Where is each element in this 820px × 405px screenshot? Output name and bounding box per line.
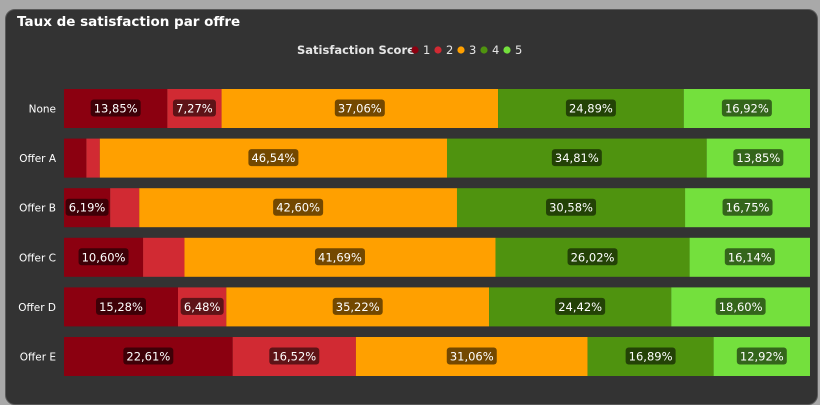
data-label: 10,60% — [82, 250, 126, 264]
data-label: 31,06% — [450, 350, 494, 364]
data-label: 34,81% — [555, 151, 599, 165]
data-label-bg — [273, 198, 324, 216]
data-label-bg — [555, 297, 606, 315]
data-label-bg — [715, 297, 766, 315]
data-label: 16,89% — [629, 350, 673, 364]
chart-title: Taux de satisfaction par offre — [17, 14, 241, 30]
data-label-bg — [722, 198, 773, 216]
data-label: 18,60% — [719, 300, 763, 314]
bar-segment[interactable] — [86, 138, 100, 178]
data-label-bg — [721, 99, 772, 117]
data-label-bg — [567, 248, 618, 266]
data-label: 13,85% — [94, 102, 138, 116]
data-label: 42,60% — [276, 201, 320, 215]
data-label-bg — [90, 99, 141, 117]
data-label: 16,92% — [725, 102, 769, 116]
data-label: 13,85% — [736, 151, 780, 165]
legend-label-4: 4 — [492, 43, 499, 57]
category-label: None — [29, 104, 56, 116]
data-label: 24,42% — [558, 300, 602, 314]
legend-label-1: 1 — [423, 43, 430, 57]
data-label-bg — [269, 347, 320, 365]
legend-marker-3 — [457, 46, 465, 54]
data-label: 30,58% — [549, 201, 593, 215]
legend-title: Satisfaction Score — [297, 43, 415, 57]
data-label: 7,27% — [176, 102, 213, 116]
data-label: 16,14% — [728, 250, 772, 264]
data-label-bg — [551, 149, 602, 167]
data-label-bg — [546, 198, 597, 216]
bar-segment[interactable] — [64, 138, 87, 178]
category-label: Offer E — [20, 352, 56, 364]
data-label-bg — [78, 248, 129, 266]
legend-label-5: 5 — [515, 43, 522, 57]
data-label: 12,92% — [740, 350, 784, 364]
data-label-bg — [123, 347, 174, 365]
category-label: Offer B — [19, 203, 56, 215]
legend-label-2: 2 — [446, 43, 453, 57]
category-label: Offer A — [19, 153, 57, 165]
data-label-bg — [736, 347, 787, 365]
data-label: 35,22% — [336, 300, 380, 314]
data-label-bg — [65, 198, 109, 216]
bar-segment[interactable] — [143, 237, 185, 277]
data-label-bg — [332, 297, 383, 315]
data-label: 37,06% — [338, 102, 382, 116]
data-label-bg — [248, 149, 299, 167]
data-label: 16,52% — [272, 350, 316, 364]
legend-label-3: 3 — [469, 43, 476, 57]
category-label: Offer D — [18, 302, 56, 314]
data-label-bg — [95, 297, 146, 315]
data-label: 41,69% — [318, 250, 362, 264]
category-label: Offer C — [19, 252, 56, 264]
legend-marker-4 — [480, 46, 488, 54]
data-label: 22,61% — [126, 350, 170, 364]
legend-marker-5 — [503, 46, 511, 54]
legend-marker-1 — [411, 46, 419, 54]
data-label: 16,75% — [726, 201, 770, 215]
data-label-bg — [446, 347, 497, 365]
data-label: 6,48% — [184, 300, 221, 314]
data-label-bg — [625, 347, 676, 365]
data-label: 26,02% — [571, 250, 615, 264]
data-label: 24,89% — [569, 102, 613, 116]
data-label-bg — [733, 149, 784, 167]
data-label: 46,54% — [251, 151, 295, 165]
data-label: 15,28% — [99, 300, 143, 314]
data-label-bg — [334, 99, 385, 117]
data-label-bg — [172, 99, 216, 117]
data-label-bg — [565, 99, 616, 117]
bar-segment[interactable] — [110, 188, 140, 228]
data-label-bg — [180, 297, 224, 315]
data-label-bg — [724, 248, 775, 266]
legend-marker-2 — [434, 46, 442, 54]
data-label: 6,19% — [69, 201, 106, 215]
data-label-bg — [314, 248, 365, 266]
